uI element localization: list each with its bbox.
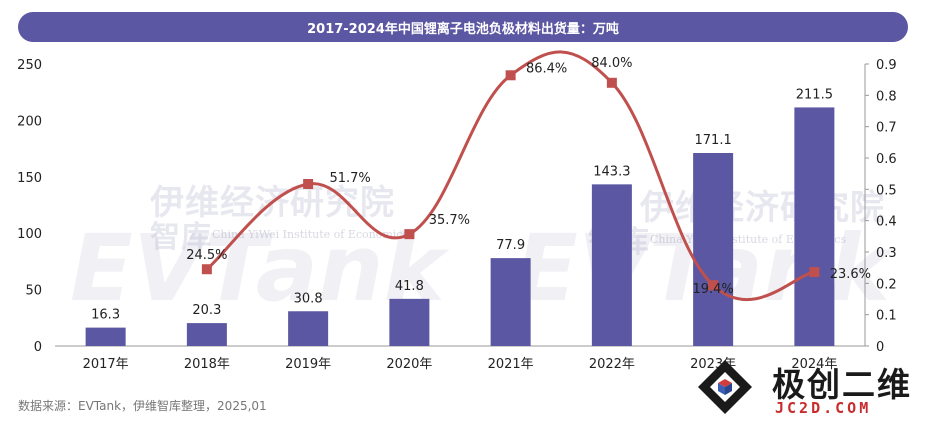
- bar: [794, 107, 835, 346]
- line-marker: [404, 229, 415, 240]
- logo-text: 极创二维: [772, 365, 912, 404]
- y-left-tick-label: 0: [34, 340, 42, 355]
- y-right-tick-label: 0.2: [876, 277, 897, 292]
- bar-value-label: 20.3: [192, 303, 221, 318]
- line-value-label: 19.4%: [692, 282, 733, 297]
- line-marker: [303, 179, 314, 190]
- y-right-tick-label: 0.4: [876, 215, 897, 230]
- y-right-tick-label: 0: [876, 340, 884, 355]
- line-value-label: 51.7%: [329, 171, 370, 186]
- source-note: 数据来源：EVTank，伊维智库整理，2025,01: [18, 399, 267, 413]
- bar-value-label: 77.9: [496, 238, 525, 253]
- bar: [85, 327, 126, 346]
- bar-value-label: 143.3: [593, 164, 630, 179]
- bar: [591, 184, 632, 346]
- y-right-tick-label: 0.3: [876, 246, 897, 261]
- line-value-label: 35.7%: [429, 213, 470, 228]
- bar: [186, 323, 227, 346]
- line-marker: [809, 267, 820, 278]
- y-left-tick-label: 50: [25, 284, 42, 299]
- y-left-tick-label: 100: [17, 227, 42, 242]
- line-value-label: 86.4%: [526, 61, 567, 76]
- line-value-label: 23.6%: [830, 267, 871, 282]
- x-tick-label: 2024年: [791, 357, 837, 372]
- site-logo: 极创二维 JC2D.COM: [690, 352, 930, 422]
- line-marker: [201, 264, 212, 275]
- line-marker: [606, 77, 617, 88]
- line-marker: [708, 280, 719, 291]
- y-right-tick-label: 0.8: [876, 89, 897, 104]
- y-right-tick-label: 0.6: [876, 152, 897, 167]
- y-right-tick-label: 0.5: [876, 183, 897, 198]
- line-value-label: 24.5%: [186, 248, 227, 263]
- chart-title: 2017-2024年中国锂离子电池负极材料出货量：万吨: [18, 12, 908, 42]
- x-tick-label: 2019年: [285, 357, 331, 372]
- line-marker: [505, 70, 516, 81]
- x-tick-label: 2021年: [488, 357, 534, 372]
- y-left-tick-label: 250: [17, 58, 42, 73]
- y-right-tick-label: 0.7: [876, 121, 897, 136]
- x-tick-label: 2018年: [184, 357, 230, 372]
- bar-value-label: 171.1: [695, 133, 732, 148]
- bar-value-label: 30.8: [294, 291, 323, 306]
- bar: [389, 298, 430, 346]
- bar-value-label: 41.8: [395, 279, 424, 294]
- x-tick-label: 2017年: [83, 357, 129, 372]
- bar: [693, 152, 734, 346]
- logo-cube-icon: [698, 360, 752, 414]
- x-tick-label: 2020年: [386, 357, 432, 372]
- y-left-tick-label: 150: [17, 171, 42, 186]
- y-left-tick-label: 200: [17, 114, 42, 129]
- line-value-label: 84.0%: [591, 56, 632, 71]
- bar: [490, 258, 531, 346]
- x-tick-label: 2022年: [589, 357, 635, 372]
- bar-value-label: 16.3: [91, 308, 120, 323]
- logo-subtext: JC2D.COM: [775, 399, 872, 417]
- bar: [288, 311, 329, 346]
- y-right-tick-label: 0.1: [876, 309, 897, 324]
- y-right-tick-label: 0.9: [876, 58, 897, 73]
- bar-value-label: 211.5: [796, 87, 833, 102]
